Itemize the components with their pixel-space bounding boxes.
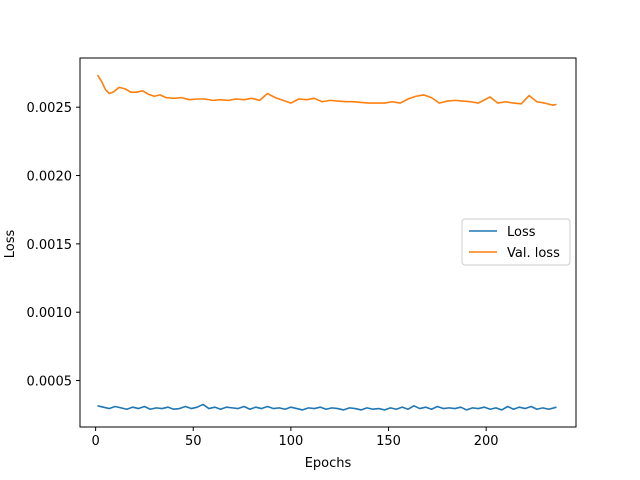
plot-frame: [79, 57, 577, 428]
legend-label-loss: Loss: [507, 225, 536, 240]
loss-series-line: [97, 403, 557, 411]
y-tick-label: 0.0025: [27, 101, 73, 116]
val-loss-series-line: [96, 74, 557, 106]
x-axis-label: Epochs: [305, 456, 352, 471]
y-tick-label: 0.0010: [27, 306, 73, 321]
legend: Loss Val. loss: [461, 218, 571, 266]
y-tick-label: 0.0005: [27, 375, 73, 390]
y-tick-label: 0.0015: [27, 238, 73, 253]
x-tick-label: 0: [91, 434, 99, 449]
x-tick-label: 50: [185, 434, 202, 449]
x-tick-label: 150: [376, 434, 401, 449]
x-tick-label: 200: [474, 434, 499, 449]
legend-label-val-loss: Val. loss: [507, 246, 560, 261]
y-tick-label: 0.0020: [27, 170, 73, 185]
x-tick-label: 100: [278, 434, 303, 449]
ticks-layer: 0 50 100 150 200 0.0005 0.0010 0.0015 0.0020 0.00…: [27, 101, 499, 449]
series-layer: [96, 74, 557, 411]
y-axis-label: Loss: [3, 230, 18, 259]
